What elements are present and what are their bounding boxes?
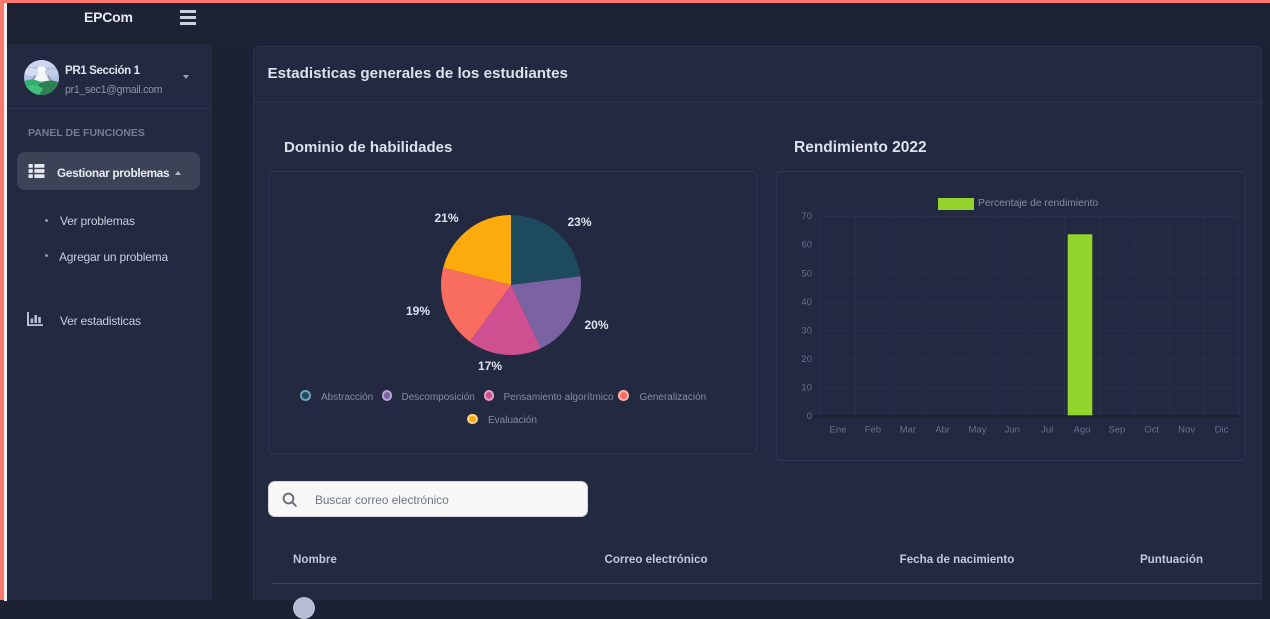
svg-text:0: 0 [807, 411, 812, 422]
svg-text:Dic: Dic [1215, 425, 1229, 436]
svg-text:10: 10 [801, 382, 812, 393]
svg-text:70: 70 [801, 211, 812, 222]
svg-text:Ago: Ago [1074, 425, 1091, 436]
svg-text:Mar: Mar [900, 425, 916, 436]
svg-text:50: 50 [801, 268, 812, 279]
svg-text:Sep: Sep [1108, 425, 1125, 436]
svg-text:Jul: Jul [1041, 425, 1053, 436]
svg-text:Oct: Oct [1144, 425, 1159, 436]
svg-text:Feb: Feb [865, 425, 881, 436]
svg-text:20: 20 [801, 354, 812, 365]
svg-text:Jun: Jun [1005, 425, 1020, 436]
svg-text:Ene: Ene [830, 425, 847, 436]
svg-text:60: 60 [801, 240, 812, 251]
svg-text:30: 30 [801, 325, 812, 336]
svg-text:40: 40 [801, 297, 812, 308]
svg-text:Nov: Nov [1178, 425, 1195, 436]
svg-text:Abr: Abr [935, 425, 950, 436]
svg-text:May: May [969, 425, 987, 436]
